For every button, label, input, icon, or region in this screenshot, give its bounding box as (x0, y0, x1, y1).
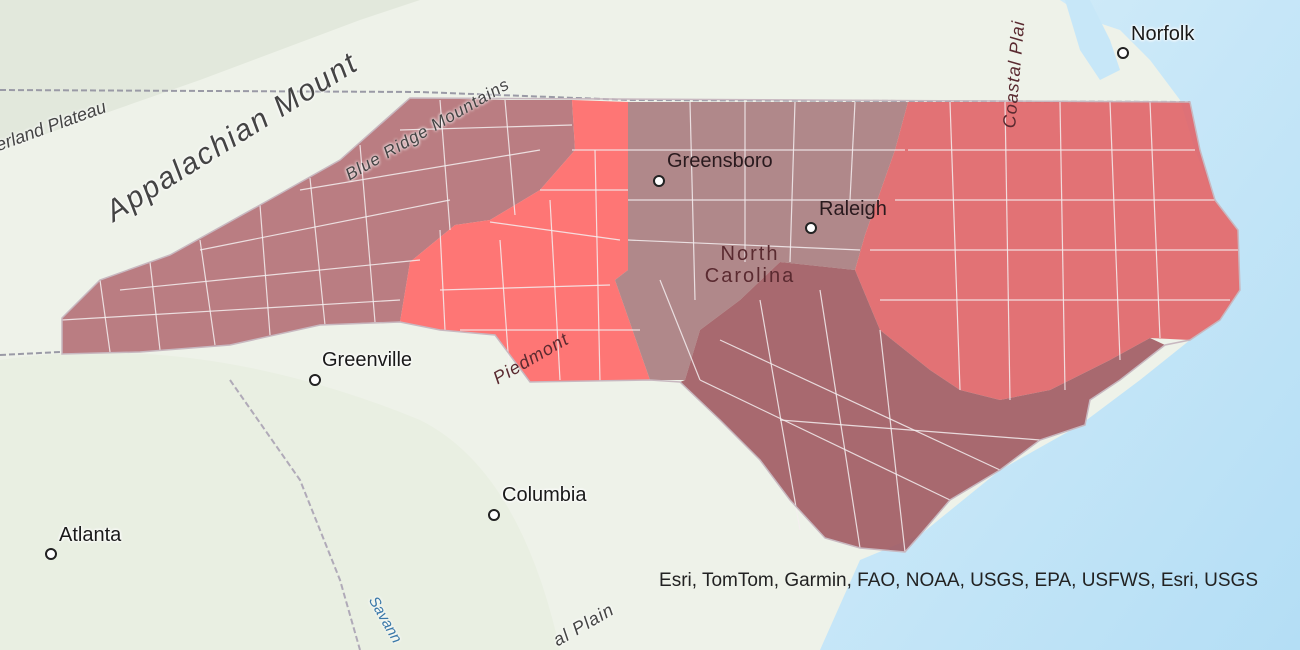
city-marker-greensboro[interactable] (653, 175, 665, 187)
city-label-greenville[interactable]: Greenville (322, 349, 413, 371)
state-label: North Carolina (704, 243, 796, 287)
city-label-atlanta[interactable]: Atlanta (59, 524, 122, 546)
city-label-raleigh[interactable]: Raleigh (819, 198, 887, 220)
county-borders (61, 99, 1238, 553)
region-east (855, 102, 1240, 400)
city-marker-atlanta[interactable] (45, 548, 57, 560)
city-marker-columbia[interactable] (488, 509, 500, 521)
city-marker-raleigh[interactable] (805, 222, 817, 234)
attribution-text: Esri, TomTom, Garmin, FAO, NOAA, USGS, E… (659, 570, 1258, 591)
ocean (820, 0, 1300, 650)
region-triad (615, 102, 908, 380)
city-marker-norfolk[interactable] (1117, 47, 1129, 59)
city-marker-greenville[interactable] (309, 374, 321, 386)
terrain-shade (0, 352, 560, 650)
region-foothills (400, 100, 650, 382)
region-south-coast (680, 262, 1165, 552)
bay (1065, 0, 1120, 80)
state-outline (61, 97, 1241, 553)
state-boundary (229, 379, 361, 650)
terrain-shade (0, 0, 420, 150)
city-label-greensboro[interactable]: Greensboro (667, 150, 773, 172)
north-carolina-counties (61, 97, 1241, 553)
city-label-norfolk[interactable]: Norfolk (1131, 23, 1195, 45)
city-label-columbia[interactable]: Columbia (502, 484, 587, 506)
state-boundary (0, 351, 61, 356)
